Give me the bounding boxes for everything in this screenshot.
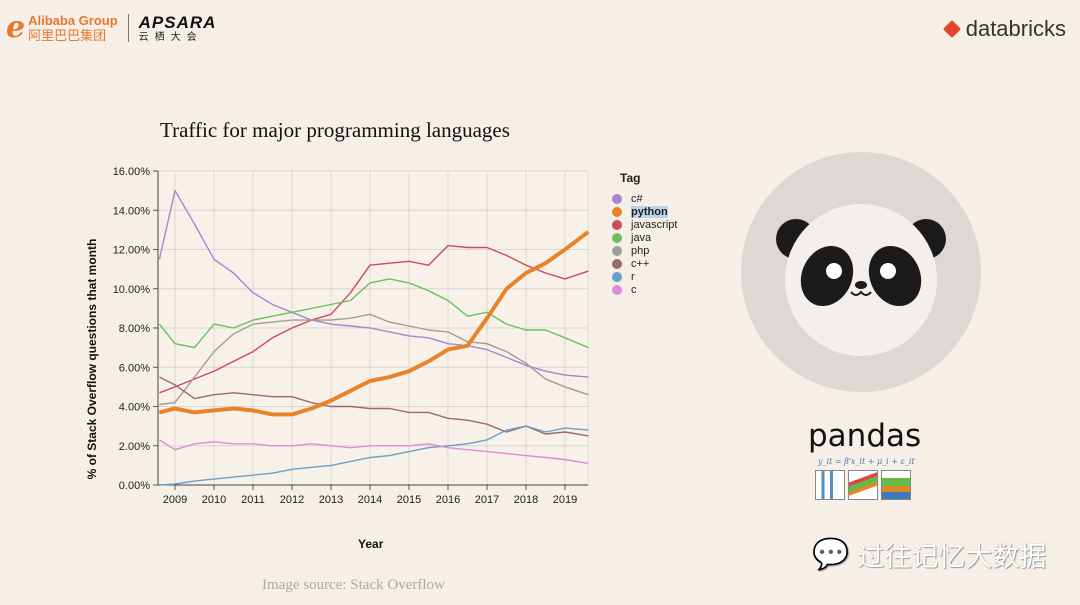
x-tick-label: 2017 [475, 494, 499, 506]
legend-swatch [612, 284, 622, 295]
x-tick-label: 2012 [280, 494, 304, 506]
x-tick-label: 2011 [241, 494, 265, 506]
legend-swatch [612, 206, 622, 217]
legend-item[interactable]: java [612, 231, 677, 244]
legend-swatch [612, 193, 622, 204]
alibaba-brand: Alibaba Group [28, 13, 118, 28]
series-line-php [159, 313, 589, 406]
series-line-java [158, 278, 589, 349]
legend-label: java [631, 231, 652, 244]
y-tick-label: 8.00% [119, 323, 150, 335]
legend-item[interactable]: python [612, 205, 677, 218]
y-tick-label: 0.00% [119, 480, 150, 492]
bar-chart-icon [815, 470, 845, 500]
x-tick-label: 2013 [319, 494, 343, 506]
series-line-python [158, 230, 590, 417]
panda-illustration [741, 152, 981, 392]
legend-swatch [612, 232, 622, 243]
legend-label: r [631, 270, 635, 283]
databricks-logo: databricks [942, 16, 1066, 42]
y-tick-label: 16.00% [113, 166, 151, 178]
watermark-text: 过往记忆大数据 [857, 542, 1047, 572]
apsara-logo: APSARA [138, 12, 217, 32]
pandas-logo-icons [815, 470, 911, 500]
apsara-cn: 云栖大会 [138, 31, 203, 43]
legend: Tag c# python javascript java php c++ r c [612, 171, 677, 296]
legend-item[interactable]: c [612, 283, 677, 296]
legend-label: c++ [631, 257, 650, 270]
x-tick-label: 2009 [163, 494, 187, 506]
series-line-cplusplus [159, 376, 589, 437]
y-tick-label: 14.00% [113, 205, 151, 217]
x-tick-label: 2016 [436, 494, 460, 506]
legend-item[interactable]: php [612, 244, 677, 257]
legend-item[interactable]: r [612, 270, 677, 283]
legend-title: Tag [620, 171, 641, 185]
panda-face-icon [776, 204, 946, 356]
image-source: Image source: Stack Overflow [262, 577, 445, 593]
x-tick-label: 2015 [397, 494, 421, 506]
legend-item[interactable]: c# [612, 192, 677, 205]
legend-swatch [612, 219, 622, 230]
legend-swatch [612, 258, 622, 269]
y-tick-label: 4.00% [119, 402, 150, 414]
chart-title: Traffic for major programming languages [160, 118, 510, 142]
x-tick-label: 2019 [553, 494, 577, 506]
wechat-watermark: 💬 过往记忆大数据 [812, 535, 1046, 574]
legend-swatch [612, 271, 622, 282]
alibaba-apsara-logo: e Alibaba Group 阿里巴巴集团 APSARA 云栖大会 [6, 12, 216, 44]
series-line-r [159, 425, 589, 486]
pandas-label: pandas [808, 418, 922, 454]
y-tick-label: 12.00% [113, 245, 151, 257]
area-chart-icon [881, 470, 911, 500]
line-chart-icon [848, 470, 878, 500]
legend-label: javascript [631, 218, 678, 231]
alibaba-icon: e [6, 10, 26, 45]
series-line-javascript [159, 244, 589, 394]
x-tick-label: 2010 [202, 494, 226, 506]
pandas-formula: y_it = β'x_it + μ_i + ε_it [818, 457, 915, 466]
x-tick-label: 2014 [358, 494, 382, 506]
logo-divider [127, 14, 129, 42]
wechat-icon: 💬 [812, 538, 850, 571]
legend-label: python [631, 205, 668, 218]
legend-label: php [631, 244, 650, 257]
series-line-csharp [158, 189, 589, 378]
databricks-text: databricks [965, 16, 1066, 41]
x-axis-label: Year [358, 537, 384, 551]
y-tick-label: 10.00% [113, 284, 151, 296]
y-tick-label: 2.00% [119, 441, 150, 453]
legend-item[interactable]: c++ [612, 257, 677, 270]
legend-label: c [631, 283, 637, 296]
x-tick-label: 2018 [514, 494, 538, 506]
series-line-c [159, 439, 589, 465]
legend-item[interactable]: javascript [612, 218, 677, 231]
legend-swatch [612, 245, 622, 256]
y-tick-label: 6.00% [119, 362, 150, 374]
alibaba-cn: 阿里巴巴集团 [28, 28, 107, 43]
legend-label: c# [631, 192, 643, 205]
